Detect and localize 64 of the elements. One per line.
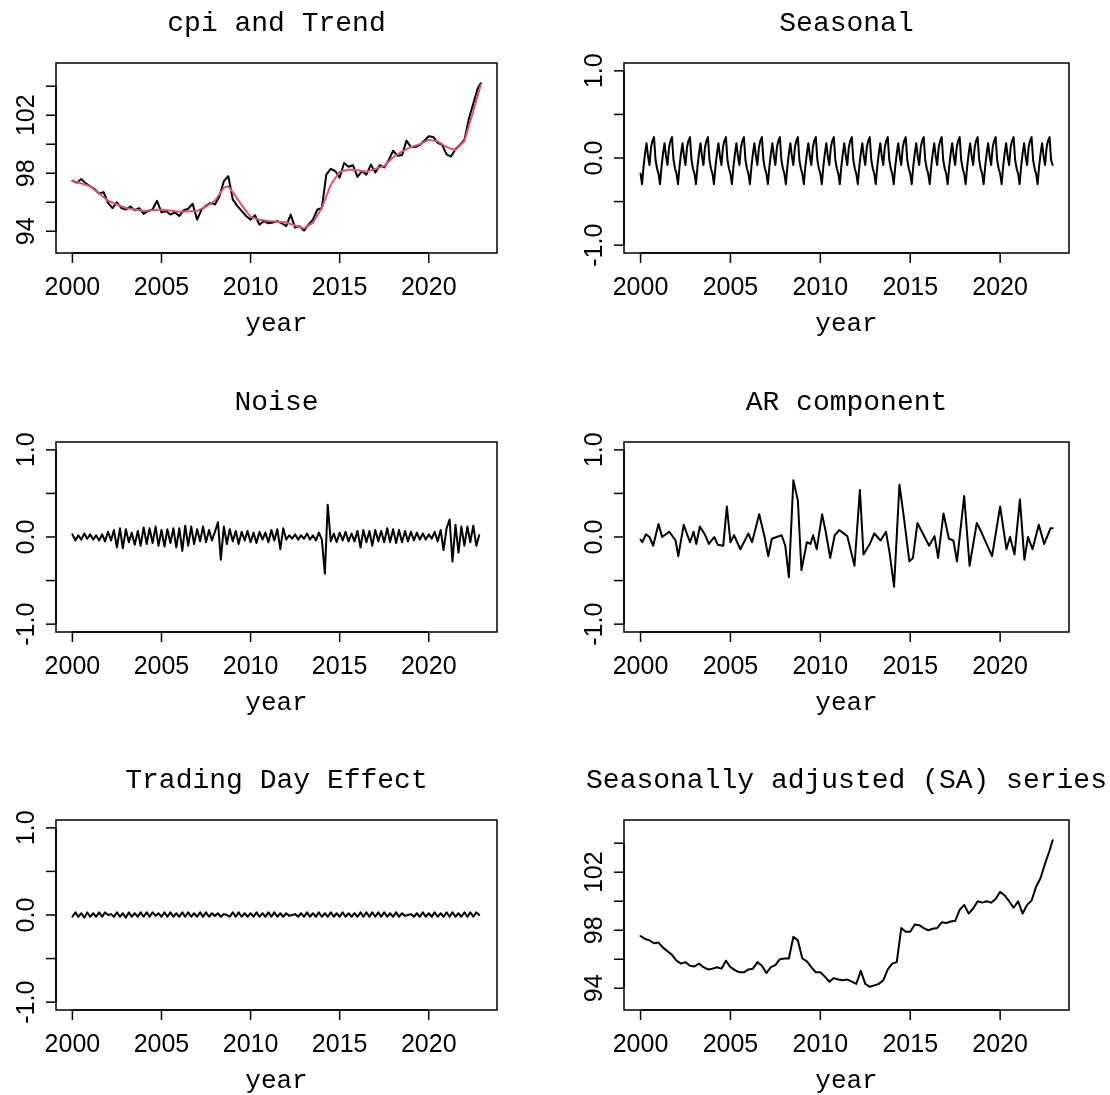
y-tick-label: 98: [11, 159, 39, 188]
y-tick-label: -1.0: [11, 980, 39, 1024]
x-tick-label: 2015: [311, 272, 368, 300]
x-tick-label: 2005: [702, 272, 759, 300]
x-tick-label: 2000: [612, 651, 669, 679]
y-tick-label: 94: [579, 974, 607, 1003]
y-tick-label: 1.0: [579, 432, 607, 468]
x-tick-label: 2015: [882, 1029, 939, 1057]
y-tick-label: 98: [579, 916, 607, 945]
x-axis-title: year: [245, 688, 308, 718]
x-tick-label: 2015: [311, 651, 368, 679]
x-axis-title: year: [815, 309, 878, 339]
line-series: [639, 839, 1054, 988]
x-tick-label: 2010: [792, 1029, 849, 1057]
x-tick-label: 2010: [792, 272, 849, 300]
y-tick-label: 0.0: [11, 897, 39, 933]
y-tick-label: 1.0: [11, 810, 39, 846]
chart-title: Seasonally adjusted (SA) series: [586, 765, 1107, 796]
x-tick-label: 2000: [612, 272, 669, 300]
x-tick-label: 2005: [133, 272, 190, 300]
chart-title: Seasonal: [779, 8, 914, 39]
x-axis-title: year: [245, 1066, 308, 1095]
x-tick-label: 2005: [133, 651, 190, 679]
x-tick-label: 2005: [702, 1029, 759, 1057]
y-tick-label: 1.0: [11, 432, 39, 468]
y-tick-label: 94: [11, 217, 39, 246]
y-tick-label: -1.0: [11, 602, 39, 646]
chart-title: Noise: [234, 387, 319, 418]
x-axis-title: year: [245, 309, 308, 339]
x-tick-label: 2015: [311, 1029, 368, 1057]
x-tick-label: 2020: [400, 1029, 457, 1057]
chart-title: AR component: [745, 387, 948, 418]
x-tick-label: 2000: [44, 651, 101, 679]
line-series: [639, 136, 1054, 186]
x-tick-label: 2010: [222, 272, 279, 300]
x-tick-label: 2020: [972, 1029, 1028, 1057]
x-tick-label: 2000: [612, 1029, 669, 1057]
y-tick-label: 102: [579, 851, 607, 894]
x-tick-label: 2010: [222, 651, 279, 679]
y-tick-label: 0.0: [579, 519, 607, 555]
x-tick-label: 2020: [972, 272, 1028, 300]
x-tick-label: 2010: [222, 1029, 279, 1057]
y-tick-label: -1.0: [579, 602, 607, 646]
x-tick-label: 2020: [400, 651, 457, 679]
y-tick-label: 102: [11, 94, 39, 137]
chart-title: Trading Day Effect: [125, 765, 428, 796]
y-tick-label: 1.0: [579, 53, 607, 89]
x-axis-title: year: [815, 1066, 878, 1095]
x-tick-label: 2010: [792, 651, 849, 679]
x-tick-label: 2005: [702, 651, 759, 679]
x-tick-label: 2015: [882, 272, 939, 300]
y-tick-label: -1.0: [579, 223, 607, 267]
y-tick-label: 0.0: [579, 140, 607, 176]
x-tick-label: 2005: [133, 1029, 190, 1057]
x-tick-label: 2015: [882, 651, 939, 679]
x-tick-label: 2020: [400, 272, 457, 300]
x-tick-label: 2000: [44, 272, 101, 300]
line-series: [71, 503, 481, 575]
x-tick-label: 2000: [44, 1029, 101, 1057]
chart-title: cpi and Trend: [167, 8, 386, 39]
x-axis-title: year: [815, 688, 878, 718]
x-tick-label: 2020: [972, 651, 1028, 679]
y-tick-label: 0.0: [11, 519, 39, 555]
line-series: [639, 479, 1054, 588]
